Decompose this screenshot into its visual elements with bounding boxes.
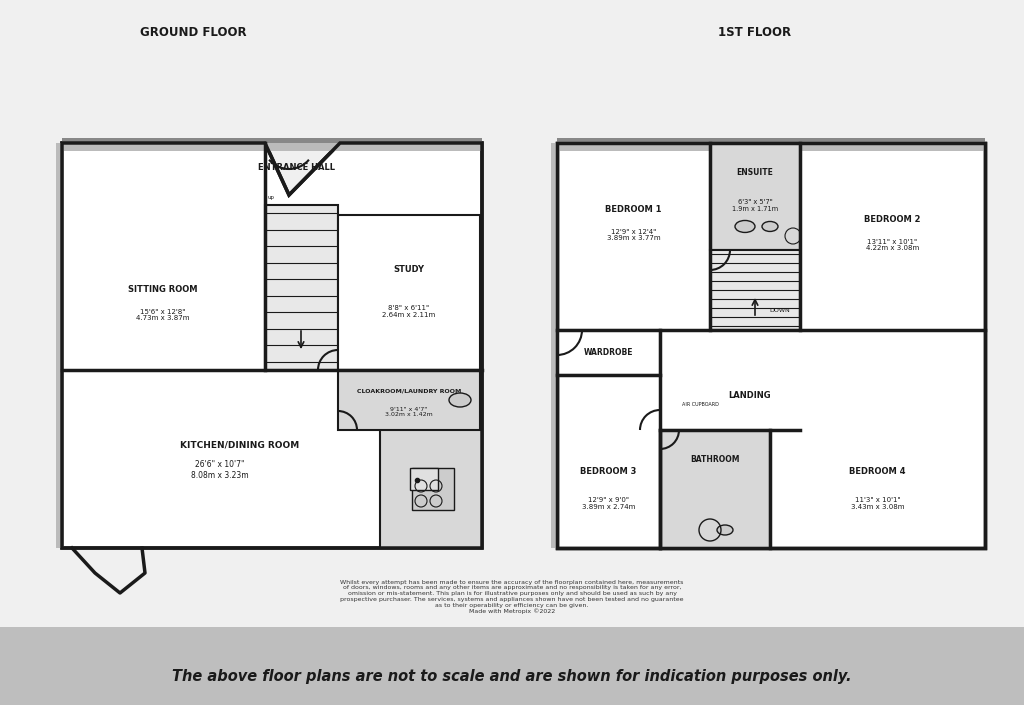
Bar xyxy=(557,143,985,548)
Text: KITCHEN/DINING ROOM: KITCHEN/DINING ROOM xyxy=(180,441,300,450)
Text: BATHROOM: BATHROOM xyxy=(690,455,739,464)
Text: CLOAKROOM/LAUNDRY ROOM: CLOAKROOM/LAUNDRY ROOM xyxy=(356,388,461,393)
Polygon shape xyxy=(62,143,482,548)
Text: ENTRANCE HALL: ENTRANCE HALL xyxy=(257,164,335,173)
Text: SITTING ROOM: SITTING ROOM xyxy=(128,286,198,295)
Text: 1ST FLOOR: 1ST FLOOR xyxy=(719,27,792,39)
Text: DOWN: DOWN xyxy=(770,307,791,312)
Text: STUDY: STUDY xyxy=(393,265,425,274)
Bar xyxy=(0,627,1024,705)
Text: BEDROOM 4: BEDROOM 4 xyxy=(849,467,906,476)
Text: 12'9" x 9'0"
3.89m x 2.74m: 12'9" x 9'0" 3.89m x 2.74m xyxy=(582,496,635,510)
Text: 12'9" x 12'4"
3.89m x 3.77m: 12'9" x 12'4" 3.89m x 3.77m xyxy=(606,228,660,242)
Bar xyxy=(710,250,800,330)
Bar xyxy=(660,430,770,548)
Text: Whilst every attempt has been made to ensure the accuracy of the floorplan conta: Whilst every attempt has been made to en… xyxy=(340,580,684,614)
Text: The above floor plans are not to scale and are shown for indication purposes onl: The above floor plans are not to scale a… xyxy=(172,670,852,685)
Text: 9'11" x 4'7"
3.02m x 1.42m: 9'11" x 4'7" 3.02m x 1.42m xyxy=(385,407,433,417)
Bar xyxy=(56,143,63,548)
Text: LANDING: LANDING xyxy=(729,391,771,400)
Text: 11'3" x 10'1"
3.43m x 3.08m: 11'3" x 10'1" 3.43m x 3.08m xyxy=(851,496,904,510)
Text: 8'8" x 6'11"
2.64m x 2.11m: 8'8" x 6'11" 2.64m x 2.11m xyxy=(382,305,435,317)
Bar xyxy=(410,468,438,490)
Text: 6'3" x 5'7"
1.9m x 1.71m: 6'3" x 5'7" 1.9m x 1.71m xyxy=(732,199,778,212)
Bar xyxy=(557,143,985,151)
Text: 15'6" x 12'8"
4.73m x 3.87m: 15'6" x 12'8" 4.73m x 3.87m xyxy=(136,309,189,321)
Text: AIR CUPBOARD: AIR CUPBOARD xyxy=(682,403,719,407)
Ellipse shape xyxy=(717,525,733,535)
Bar xyxy=(557,143,985,548)
Bar xyxy=(710,143,800,250)
Text: 26'6" x 10'7"
8.08m x 3.23m: 26'6" x 10'7" 8.08m x 3.23m xyxy=(191,460,249,479)
Text: 13'11" x 10'1"
4.22m x 3.08m: 13'11" x 10'1" 4.22m x 3.08m xyxy=(866,238,920,252)
Text: BEDROOM 1: BEDROOM 1 xyxy=(605,205,662,214)
Bar xyxy=(557,138,985,143)
Ellipse shape xyxy=(735,221,755,233)
Ellipse shape xyxy=(449,393,471,407)
Text: WARDROBE: WARDROBE xyxy=(584,348,633,357)
Text: ENSUITE: ENSUITE xyxy=(736,168,773,178)
Text: BEDROOM 2: BEDROOM 2 xyxy=(864,216,921,224)
Bar xyxy=(62,138,482,143)
Bar xyxy=(557,330,660,375)
Bar xyxy=(338,370,480,430)
Text: BEDROOM 3: BEDROOM 3 xyxy=(581,467,637,476)
Bar xyxy=(338,215,480,370)
Bar xyxy=(62,143,482,151)
Ellipse shape xyxy=(762,221,778,231)
Text: up: up xyxy=(267,195,274,200)
Text: GROUND FLOOR: GROUND FLOOR xyxy=(139,27,247,39)
Bar xyxy=(380,370,482,548)
Bar xyxy=(551,143,559,548)
Bar xyxy=(412,468,454,510)
Bar xyxy=(265,205,338,370)
